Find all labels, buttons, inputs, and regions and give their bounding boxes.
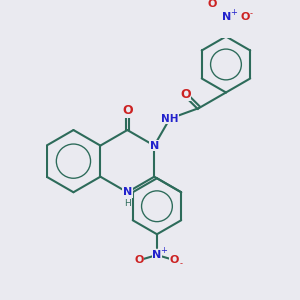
Text: O: O bbox=[122, 104, 133, 117]
Text: O: O bbox=[208, 0, 217, 9]
Text: NH: NH bbox=[161, 114, 178, 124]
Text: N: N bbox=[222, 12, 231, 22]
Text: O: O bbox=[180, 88, 190, 101]
Text: O: O bbox=[135, 255, 144, 265]
Text: +: + bbox=[230, 8, 236, 17]
Text: N: N bbox=[150, 141, 159, 151]
Text: O: O bbox=[170, 255, 179, 265]
Text: +: + bbox=[160, 246, 167, 255]
Text: -: - bbox=[250, 9, 253, 18]
Text: O: O bbox=[240, 12, 250, 22]
Text: N: N bbox=[152, 250, 162, 260]
Text: -: - bbox=[179, 259, 182, 268]
Text: H: H bbox=[124, 200, 131, 208]
Text: N: N bbox=[123, 187, 132, 197]
